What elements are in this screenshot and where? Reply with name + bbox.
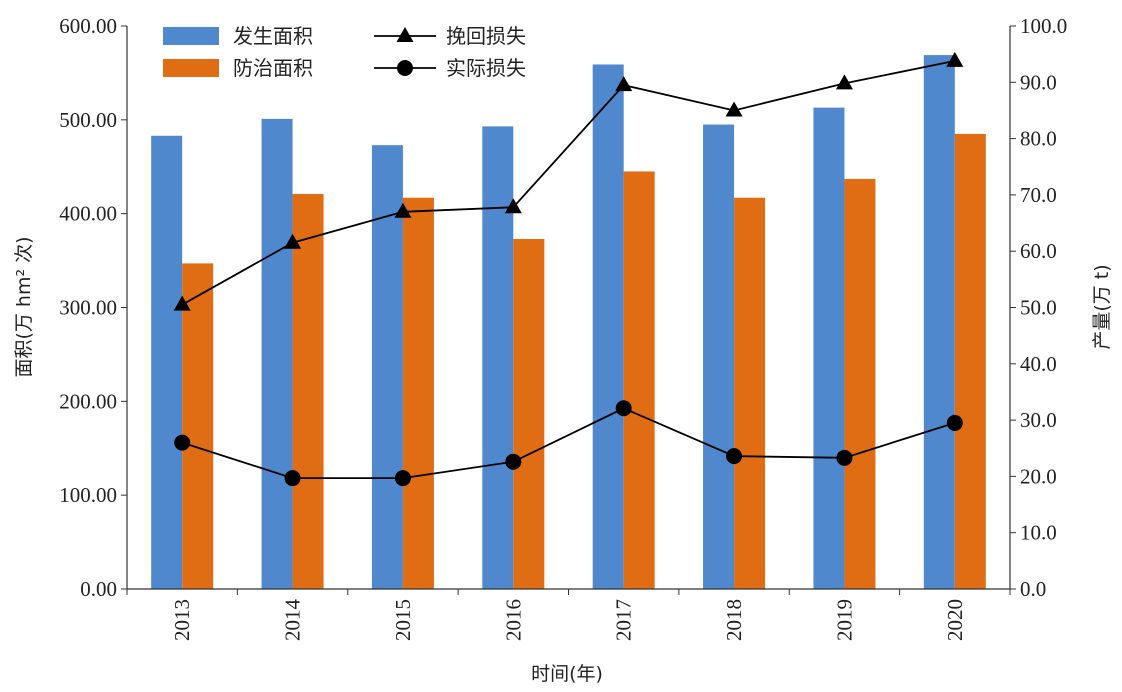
y-tick-label-right: 50.0	[1020, 296, 1057, 320]
y-tick-label-left: 400.00	[59, 202, 117, 226]
y-tick-label-left: 500.00	[59, 108, 117, 132]
line-actual-loss	[181, 407, 956, 479]
legend-swatch-control	[163, 59, 219, 77]
x-tick-label-2020: 2020	[943, 599, 967, 641]
y-tick-label-right: 90.0	[1020, 70, 1057, 94]
legend-label-occurrence: 发生面积	[233, 24, 313, 48]
bar-occurrence-2018	[703, 124, 735, 590]
point-recovered-loss-2020	[946, 51, 964, 67]
bar-control-2013	[182, 263, 214, 589]
bar-control-2017	[623, 171, 655, 590]
legend-swatch-occurrence	[163, 27, 219, 45]
y-axis-right-title: 产量(万 t)	[1091, 264, 1113, 349]
lines-layer	[173, 51, 964, 487]
point-actual-loss-2013	[174, 434, 191, 451]
point-recovered-loss-2017	[615, 76, 633, 92]
y-tick-label-right: 10.0	[1020, 521, 1057, 545]
x-tick-label-2015: 2015	[391, 599, 415, 641]
y-tick-label-right: 40.0	[1020, 352, 1057, 376]
y-tick-label-left: 100.00	[59, 483, 117, 507]
bar-occurrence-2014	[261, 118, 293, 590]
bar-control-2018	[734, 197, 766, 589]
x-tick-label-2016: 2016	[501, 599, 525, 641]
y-tick-label-right: 30.0	[1020, 408, 1057, 432]
point-recovered-loss-2013	[173, 295, 191, 311]
legend-marker-actual-loss	[397, 60, 413, 76]
point-recovered-loss-2018	[725, 101, 743, 117]
x-axis-title: 时间(年)	[531, 663, 603, 685]
y-tick-label-left: 200.00	[59, 389, 117, 413]
legend-marker-recovered-loss	[396, 27, 414, 42]
y-tick-label-right: 60.0	[1020, 239, 1057, 263]
y-tick-label-right: 0.0	[1020, 577, 1046, 601]
point-actual-loss-2016	[505, 453, 522, 470]
y-tick-label-right: 20.0	[1020, 464, 1057, 488]
bar-occurrence-2013	[151, 135, 183, 589]
x-tick-label-2019: 2019	[832, 599, 856, 641]
y-tick-label-left: 600.00	[59, 14, 117, 38]
y-tick-label-right: 70.0	[1020, 183, 1057, 207]
y-tick-label-right: 80.0	[1020, 127, 1057, 151]
x-tick-label-2013: 2013	[170, 599, 194, 641]
legend-label-actual-loss: 实际损失	[446, 56, 526, 80]
bar-occurrence-2019	[813, 107, 845, 589]
bar-control-2019	[844, 178, 876, 589]
legend-label-recovered-loss: 挽回损失	[446, 24, 526, 48]
bars-layer	[151, 55, 986, 590]
y-axis-left-title: 面积(万 hm² 次)	[13, 236, 35, 377]
y-tick-label-left: 300.00	[59, 296, 117, 320]
bar-control-2020	[954, 133, 986, 590]
point-recovered-loss-2019	[835, 74, 853, 90]
bar-control-2015	[402, 197, 434, 589]
legend-label-control: 防治面积	[233, 56, 313, 80]
point-actual-loss-2019	[836, 449, 853, 466]
bar-control-2014	[292, 193, 324, 589]
point-actual-loss-2015	[394, 470, 411, 487]
x-tick-label-2017: 2017	[612, 599, 636, 641]
bar-occurrence-2020	[923, 55, 955, 590]
point-recovered-loss-2015	[394, 202, 412, 218]
x-tick-label-2014: 2014	[281, 599, 305, 642]
bar-occurrence-2017	[592, 64, 624, 589]
point-recovered-loss-2014	[284, 233, 302, 249]
point-actual-loss-2018	[726, 448, 743, 465]
x-tick-label-2018: 2018	[722, 599, 746, 641]
bar-occurrence-2016	[482, 126, 514, 589]
point-recovered-loss-2016	[504, 198, 522, 214]
y-tick-label-left: 0.00	[80, 577, 117, 601]
point-actual-loss-2020	[946, 414, 963, 431]
bar-control-2016	[513, 239, 545, 590]
line-recovered-loss	[181, 60, 955, 306]
point-actual-loss-2017	[615, 400, 632, 417]
point-actual-loss-2014	[284, 470, 301, 487]
axes-layer: 0.00 100.00 200.00 300.00 400.00 500.00 600.00…	[59, 14, 1067, 641]
y-tick-label-right: 100.0	[1020, 14, 1067, 38]
